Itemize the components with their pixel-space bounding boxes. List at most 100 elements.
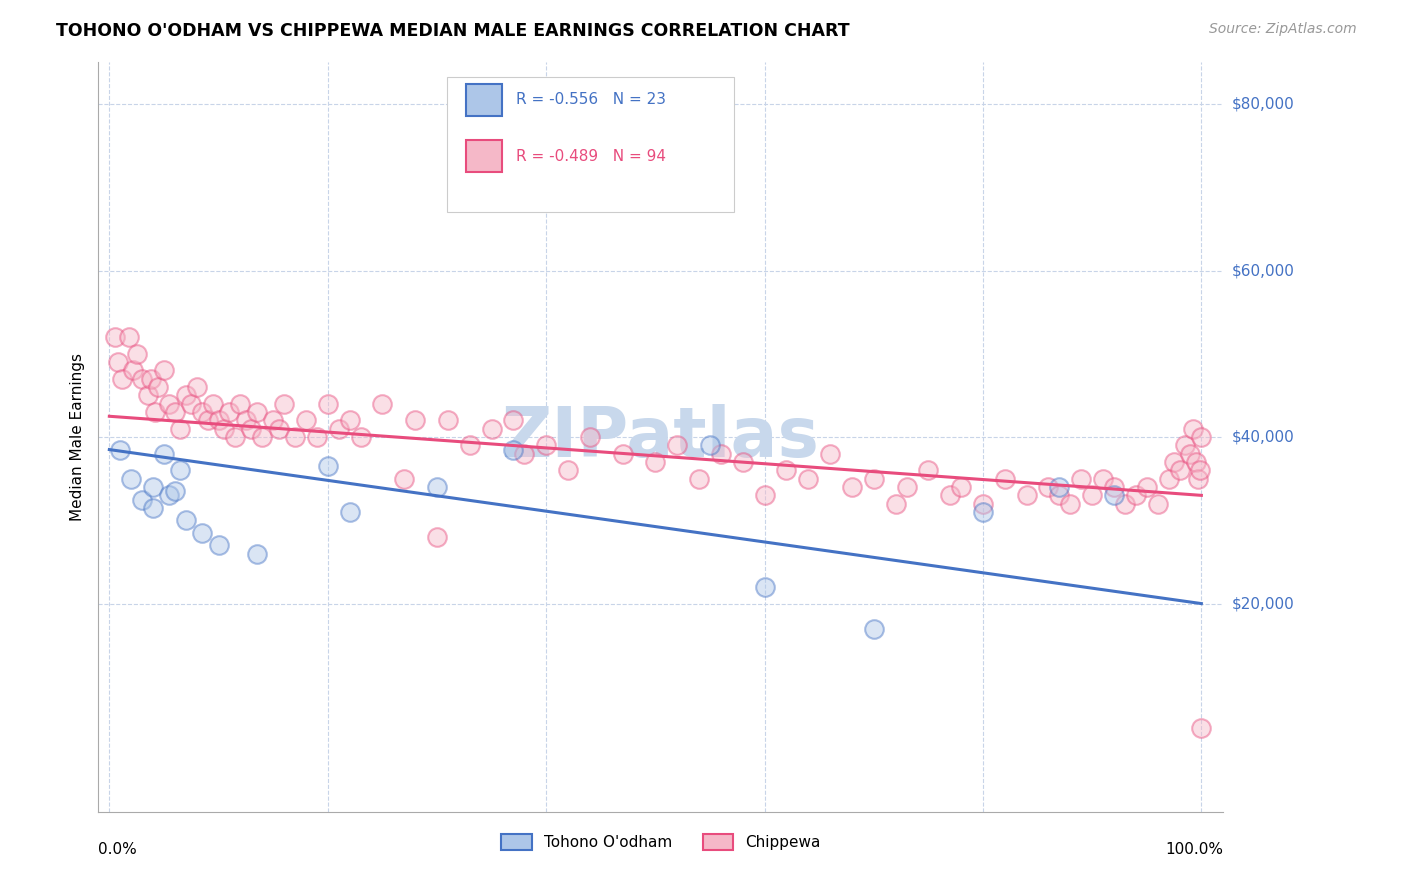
- Point: [142, 500, 165, 515]
- Point: [143, 405, 166, 419]
- Point: [1102, 480, 1125, 494]
- Point: [612, 447, 634, 461]
- Point: [267, 422, 290, 436]
- Point: [122, 363, 145, 377]
- Point: [775, 463, 797, 477]
- Point: [202, 397, 225, 411]
- Point: [939, 488, 962, 502]
- Point: [328, 422, 350, 436]
- Point: [1189, 722, 1212, 736]
- Point: [1047, 488, 1070, 502]
- Point: [1180, 447, 1202, 461]
- Point: [818, 447, 841, 461]
- Point: [1081, 488, 1104, 502]
- Point: [252, 430, 274, 444]
- FancyBboxPatch shape: [467, 140, 502, 172]
- Point: [1136, 480, 1159, 494]
- Point: [246, 405, 269, 419]
- Point: [153, 363, 176, 377]
- Point: [950, 480, 973, 494]
- Point: [1059, 497, 1081, 511]
- Point: [136, 388, 159, 402]
- Point: [186, 380, 208, 394]
- Point: [972, 497, 994, 511]
- Point: [229, 397, 252, 411]
- Point: [1047, 480, 1070, 494]
- Text: TOHONO O'ODHAM VS CHIPPEWA MEDIAN MALE EARNINGS CORRELATION CHART: TOHONO O'ODHAM VS CHIPPEWA MEDIAN MALE E…: [56, 22, 849, 40]
- Point: [157, 397, 180, 411]
- Point: [305, 430, 328, 444]
- Point: [1157, 472, 1180, 486]
- Point: [284, 430, 307, 444]
- Point: [754, 488, 776, 502]
- Point: [163, 405, 186, 419]
- Point: [458, 438, 481, 452]
- Point: [207, 413, 229, 427]
- Point: [579, 430, 602, 444]
- Point: [240, 422, 263, 436]
- Point: [688, 472, 710, 486]
- Point: [246, 547, 269, 561]
- Point: [1163, 455, 1185, 469]
- Point: [666, 438, 689, 452]
- Point: [174, 513, 197, 527]
- Text: 100.0%: 100.0%: [1166, 842, 1223, 856]
- Point: [371, 397, 394, 411]
- Point: [339, 505, 361, 519]
- Point: [513, 447, 536, 461]
- Text: $40,000: $40,000: [1232, 430, 1295, 444]
- Point: [273, 397, 295, 411]
- Point: [896, 480, 918, 494]
- Point: [1114, 497, 1136, 511]
- Point: [1189, 463, 1212, 477]
- Point: [157, 488, 180, 502]
- Point: [884, 497, 907, 511]
- Y-axis label: Median Male Earnings: Median Male Earnings: [69, 353, 84, 521]
- Point: [111, 372, 134, 386]
- Point: [1146, 497, 1168, 511]
- Point: [316, 397, 339, 411]
- Point: [218, 405, 240, 419]
- Point: [107, 355, 129, 369]
- FancyBboxPatch shape: [447, 78, 734, 212]
- Point: [191, 525, 214, 540]
- Point: [316, 459, 339, 474]
- Point: [120, 472, 142, 486]
- Point: [1187, 472, 1209, 486]
- Point: [644, 455, 666, 469]
- Point: [104, 330, 127, 344]
- Point: [1038, 480, 1060, 494]
- Point: [235, 413, 257, 427]
- Point: [797, 472, 820, 486]
- Point: [841, 480, 863, 494]
- Text: ZIPatlas: ZIPatlas: [502, 403, 820, 471]
- Point: [426, 530, 449, 544]
- Point: [731, 455, 754, 469]
- Point: [295, 413, 318, 427]
- Point: [169, 422, 191, 436]
- Point: [862, 472, 884, 486]
- Point: [502, 413, 524, 427]
- Point: [180, 397, 202, 411]
- Point: [142, 480, 165, 494]
- Point: [534, 438, 557, 452]
- FancyBboxPatch shape: [467, 84, 502, 116]
- Point: [224, 430, 246, 444]
- Point: [1070, 472, 1092, 486]
- Point: [917, 463, 939, 477]
- Point: [1168, 463, 1191, 477]
- Point: [174, 388, 197, 402]
- Text: $80,000: $80,000: [1232, 96, 1295, 112]
- Point: [481, 422, 503, 436]
- Point: [349, 430, 371, 444]
- Point: [125, 347, 148, 361]
- Point: [862, 622, 884, 636]
- Point: [110, 442, 132, 457]
- Point: [169, 463, 191, 477]
- Text: $20,000: $20,000: [1232, 596, 1295, 611]
- Text: Source: ZipAtlas.com: Source: ZipAtlas.com: [1209, 22, 1357, 37]
- Point: [207, 538, 229, 552]
- Point: [404, 413, 426, 427]
- Point: [1189, 430, 1212, 444]
- Point: [148, 380, 170, 394]
